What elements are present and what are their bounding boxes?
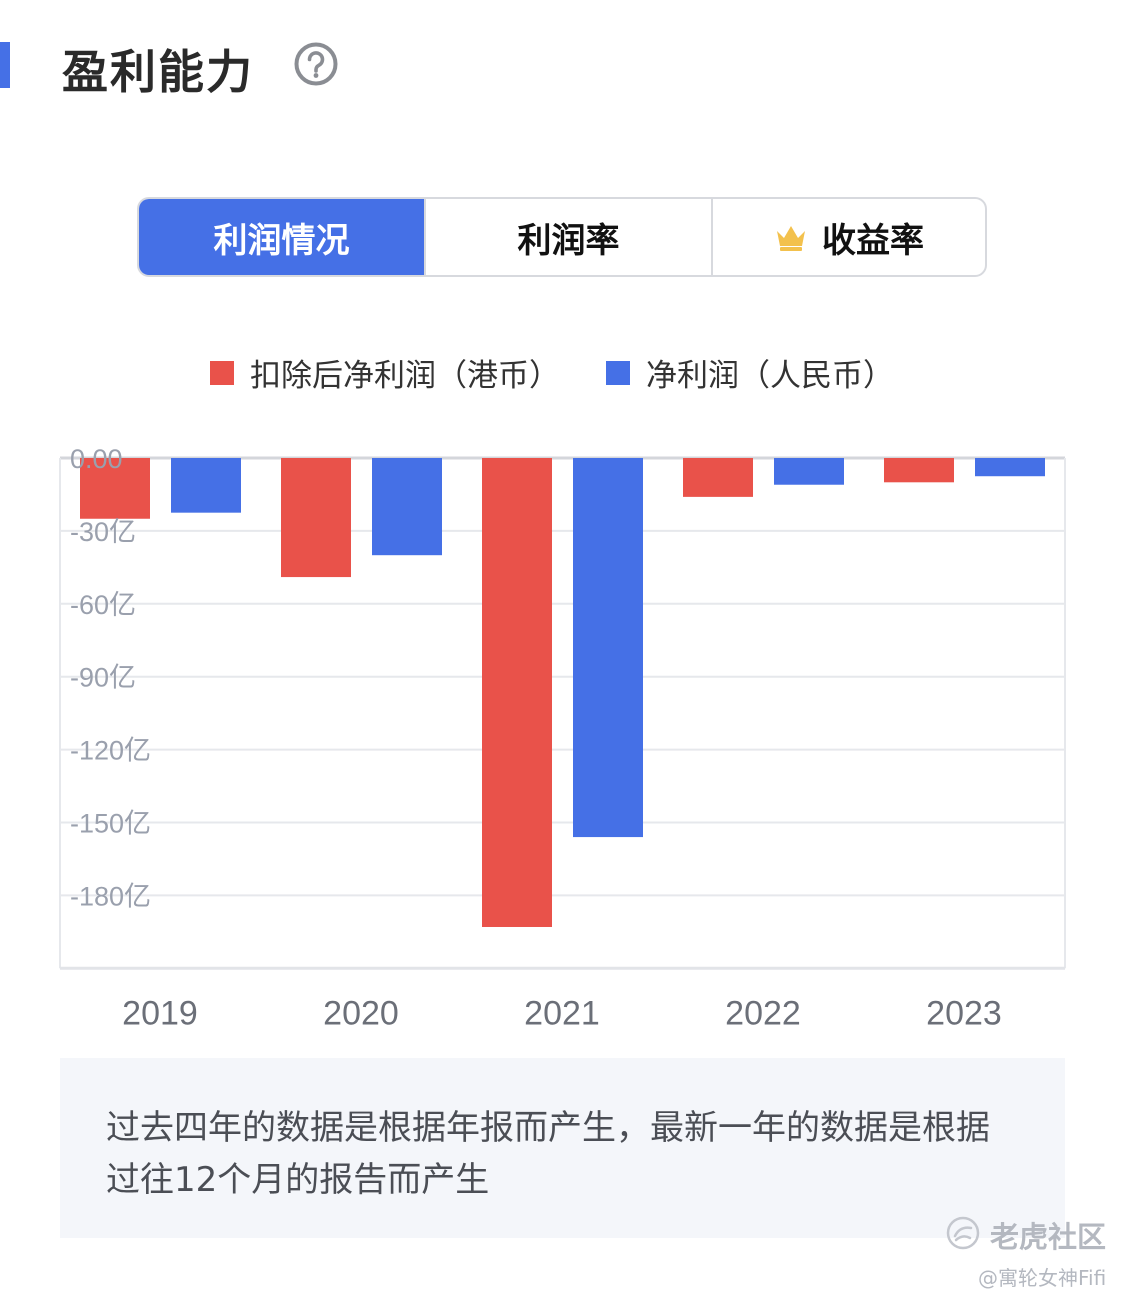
tab-profit-overview[interactable]: 利润情况 [139, 199, 424, 275]
bar-2021-series-2 [573, 458, 643, 838]
y-tick-label: -150亿 [70, 809, 151, 839]
legend-item-rmb[interactable]: 净利润（人民币） [606, 350, 894, 395]
y-tick-label: -180亿 [70, 881, 151, 911]
x-tick-label: 2021 [524, 994, 600, 1032]
watermark-user: @寓轮女神Fifi [978, 1266, 1107, 1290]
profit-bar-chart: 2019 2020 2021 2022 2023 0.00 -30亿 -60亿 -90亿 -120… [59, 444, 1066, 1032]
y-tick-label: -60亿 [70, 590, 136, 620]
x-tick-label: 2019 [122, 994, 198, 1032]
bar-2022-series-1 [683, 458, 753, 497]
legend-label-hkd: 扣除后净利润（港币） [250, 358, 560, 394]
x-tick-label: 2023 [926, 994, 1002, 1032]
y-tick-label: -30亿 [70, 517, 136, 547]
x-tick-label: 2022 [725, 994, 801, 1032]
y-tick-label: 0.00 [70, 444, 123, 474]
watermark-name: 老虎社区 [990, 1220, 1107, 1254]
crown-icon [777, 226, 805, 251]
bar-2019-series-1 [80, 458, 150, 519]
legend-swatch-hkd [210, 360, 234, 385]
section-title: 盈利能力 [62, 45, 254, 99]
legend-item-hkd[interactable]: 扣除后净利润（港币） [210, 350, 560, 395]
legend-swatch-rmb [606, 360, 630, 385]
bar-2020-series-2 [372, 458, 442, 556]
bar-2019-series-2 [171, 458, 241, 513]
y-tick-label: -120亿 [70, 736, 151, 766]
help-circle-icon[interactable] [294, 42, 338, 86]
bar-2023-series-1 [884, 458, 954, 483]
bar-2021-series-1 [482, 458, 552, 927]
tab-profit-margin[interactable]: 利润率 [424, 199, 711, 275]
chart-legend: 扣除后净利润（港币） 净利润（人民币） [210, 350, 940, 395]
bar-2020-series-1 [281, 458, 351, 578]
tab-label: 收益率 [822, 220, 924, 261]
legend-label-rmb: 净利润（人民币） [646, 358, 894, 394]
tab-label: 利润情况 [213, 220, 350, 261]
bar-2023-series-2 [975, 458, 1045, 477]
x-tick-label: 2020 [323, 994, 399, 1032]
y-tick-label: -90亿 [70, 663, 136, 693]
tiger-community-logo-icon [946, 1216, 980, 1250]
bar-2022-series-2 [774, 458, 844, 485]
tab-bar: 利润情况 利润率 收益率 [137, 197, 987, 277]
section-accent-bar [0, 42, 10, 88]
tab-label: 利润率 [517, 220, 620, 261]
data-source-note: 过去四年的数据是根据年报而产生，最新一年的数据是根据过往12个月的报告而产生 [60, 1058, 1065, 1238]
tab-return-rate[interactable]: 收益率 [711, 199, 985, 275]
